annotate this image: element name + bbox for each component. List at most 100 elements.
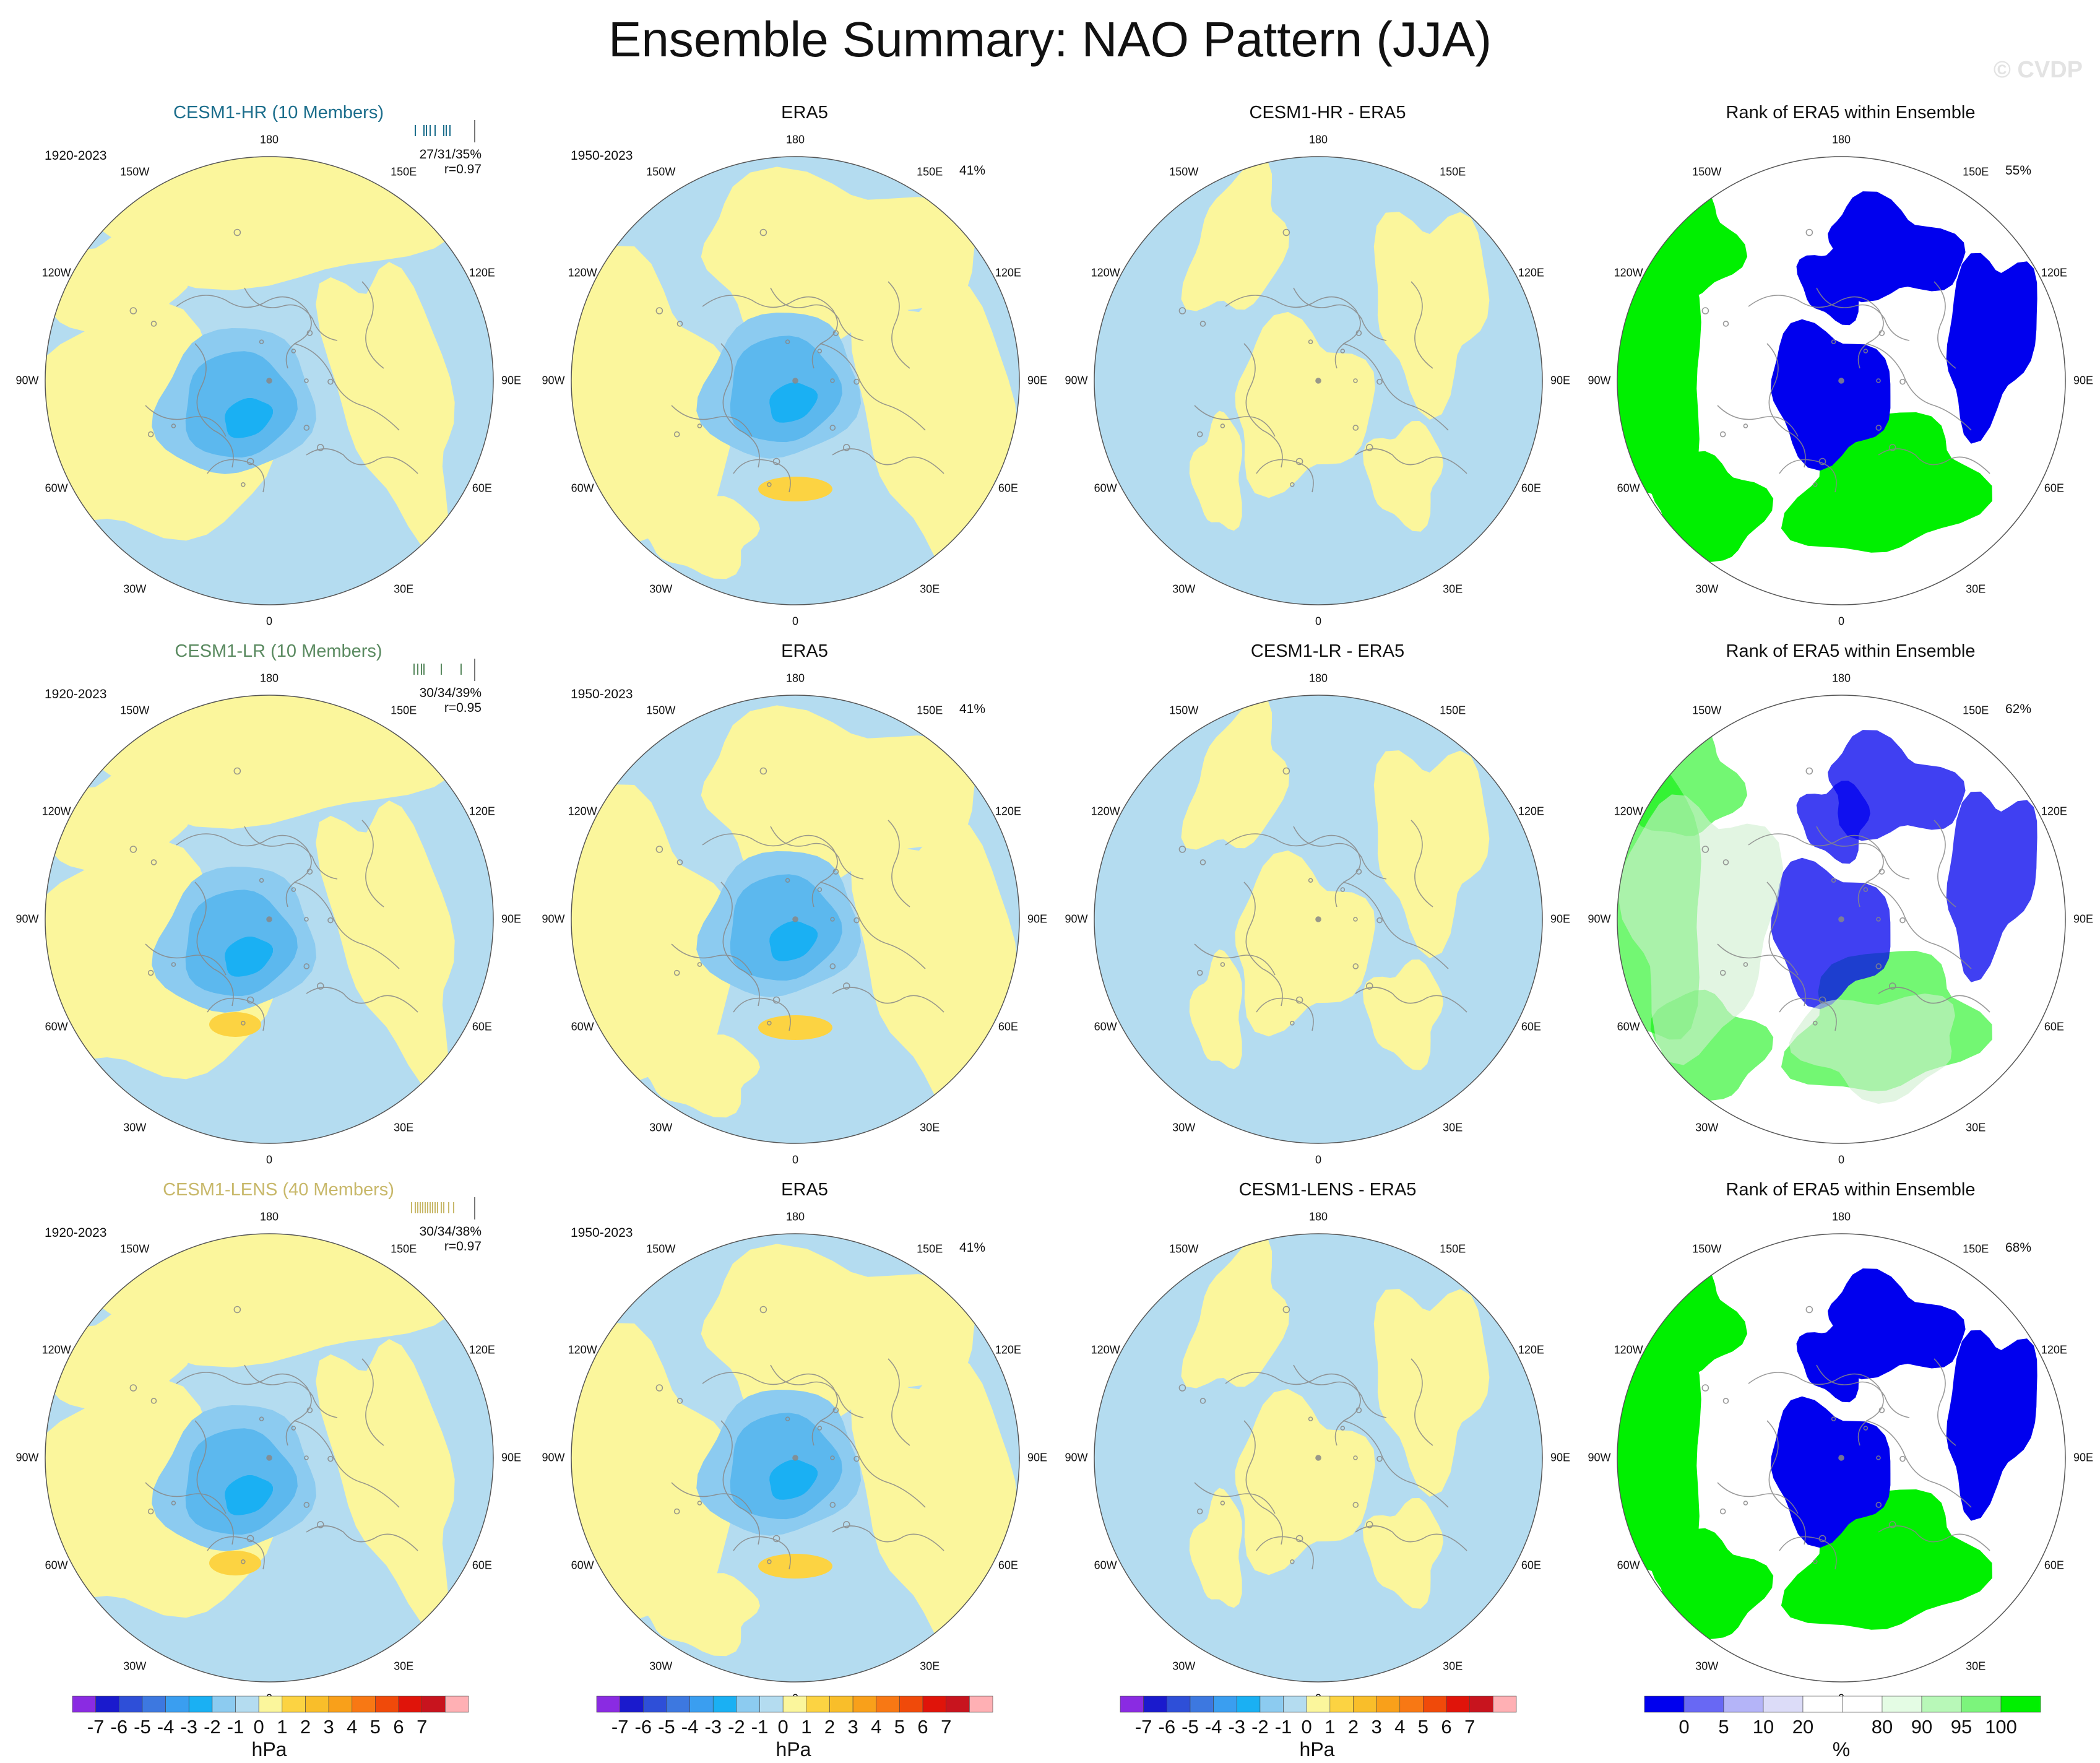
longitude-label: 120W [1614, 805, 1643, 818]
longitude-label: 150E [1963, 1242, 1989, 1255]
colorbar-swatch [876, 1696, 900, 1713]
map-panel-obs-row1: ERA5 1950-2023 41% 180 0 90W 90E 150W 120W 60W 30W… [542, 99, 1047, 656]
map-boundary [571, 1233, 1020, 1683]
longitude-label: 150W [646, 704, 676, 717]
longitude-label: 90W [1588, 912, 1611, 925]
colorbar-swatch [666, 1696, 690, 1713]
variance-percent: 62% [2005, 702, 2032, 716]
rank-blue-region [1946, 1330, 2037, 1521]
longitude-label: 90W [1065, 1451, 1088, 1464]
panel-title: CESM1-HR - ERA5 [1249, 103, 1406, 123]
longitude-label: 150E [1440, 704, 1466, 717]
colorbar-swatch [1213, 1696, 1237, 1713]
longitude-label: 0 [792, 615, 799, 628]
positive-pressure-region [316, 800, 455, 1096]
longitude-label: 90W [15, 374, 39, 387]
colorbar-unit: hPa [1299, 1738, 1335, 1761]
stats-percentages: 27/31/35% [419, 147, 482, 162]
longitude-label: 90E [1027, 912, 1047, 925]
page-title: Ensemble Summary: NAO Pattern (JJA) [608, 12, 1492, 67]
colorbar-tick-label: -6 [110, 1716, 128, 1738]
positive-pressure-contour-2 [209, 1551, 261, 1575]
longitude-label: 120E [2041, 805, 2067, 818]
colorbar-tick-label: 4 [871, 1716, 882, 1738]
map-boundary [45, 1233, 494, 1683]
colorbar-tick-label: 20 [1792, 1716, 1814, 1738]
colorbar-swatch [1446, 1696, 1471, 1713]
colorbar-tick-label: 6 [393, 1716, 404, 1738]
positive-anomaly-region [1235, 311, 1375, 498]
variance-percent: 41% [959, 1241, 986, 1255]
colorbar-swatch [1493, 1696, 1517, 1713]
map-panel-obs-row2: ERA5 1950-2023 41% 180 0 90W 90E 150W 120W 60W 30W… [542, 638, 1047, 1195]
longitude-label: 0 [1315, 615, 1322, 628]
colorbar-swatch [899, 1696, 923, 1713]
colorbar-swatch [352, 1696, 376, 1713]
colorbar-tick-label: -6 [634, 1716, 652, 1738]
panel-title: ERA5 [781, 1180, 828, 1200]
rank-colorbar [1644, 1696, 2041, 1713]
positive-pressure-region [316, 1339, 455, 1634]
colorbar-tick-label: 3 [1371, 1716, 1382, 1738]
colorbar-swatch [1260, 1696, 1284, 1713]
longitude-label: 150W [1692, 1242, 1722, 1255]
colorbar-tick-label: 3 [847, 1716, 858, 1738]
longitude-label: 0 [1315, 1153, 1322, 1166]
longitude-label: 60E [472, 1559, 492, 1572]
colorbar-tick-label: 6 [1441, 1716, 1452, 1738]
colorbar-tick-label: 2 [300, 1716, 311, 1738]
model-stats: 27/31/35% r=0.97 [420, 147, 482, 177]
longitude-label: 60W [45, 1020, 68, 1033]
colorbar-swatch [2000, 1696, 2041, 1713]
map-panel-rank-row2: Rank of ERA5 within Ensemble 62% 180 0 90W 90… [1588, 638, 2093, 1195]
longitude-label: 90E [1027, 374, 1047, 387]
colorbar-swatch [258, 1696, 283, 1713]
positive-anomaly-region [1373, 1289, 1490, 1497]
positive-anomaly-region [1373, 750, 1490, 958]
colorbar-tick-label: 0 [1301, 1716, 1312, 1738]
longitude-label: 180 [259, 1210, 279, 1223]
map-panel-rank-row3: Rank of ERA5 within Ensemble68%180090W90… [1588, 1176, 2093, 1733]
longitude-label: 30W [123, 583, 147, 596]
map-panel-model-row1: CESM1-HR (10 Members) 1920-2023 27/31/35% r… [16, 99, 521, 656]
colorbar-tick-label: -7 [611, 1716, 629, 1738]
longitude-label: 30W [649, 1660, 673, 1673]
positive-anomaly-region [1181, 158, 1290, 311]
colorbar-tick-label: 7 [1464, 1716, 1476, 1738]
longitude-label: 90E [2073, 374, 2093, 387]
polar-map [1094, 695, 1543, 1144]
longitude-label: 150E [1440, 165, 1466, 178]
positive-anomaly-region [1362, 959, 1443, 1070]
colorbar-tick-label: 6 [917, 1716, 928, 1738]
longitude-label: 150W [120, 704, 150, 717]
longitude-label: 60W [571, 482, 594, 495]
colorbar-swatch [95, 1696, 119, 1713]
colorbar-swatch [1190, 1696, 1214, 1713]
colorbar-unit: hPa [776, 1738, 811, 1761]
longitude-label: 60W [571, 1020, 594, 1033]
rank-blue-region [1796, 781, 1870, 864]
polar-map [45, 1233, 494, 1683]
longitude-label: 180 [1831, 672, 1851, 685]
colorbar-swatch [212, 1696, 236, 1713]
colorbar-swatch [829, 1696, 853, 1713]
negative-pressure-contour-4 [225, 937, 273, 977]
longitude-label: 120E [1518, 266, 1544, 279]
longitude-label: 150W [1169, 165, 1199, 178]
colorbar-tick-label: -5 [1182, 1716, 1199, 1738]
longitude-label: 150E [1963, 165, 1989, 178]
map-panel-model-row2: CESM1-LR (10 Members) 1920-2023 30/34/39% r… [16, 638, 521, 1195]
rank-blue-region [1796, 242, 1870, 326]
longitude-label: 30E [1443, 1121, 1463, 1134]
longitude-label: 180 [785, 1210, 805, 1223]
stats-correlation: r=0.95 [444, 701, 482, 715]
longitude-label: 120W [1091, 266, 1120, 279]
longitude-label: 150W [646, 1242, 676, 1255]
longitude-label: 60E [1521, 482, 1541, 495]
hpa-colorbar [1120, 1696, 1517, 1713]
longitude-label: 90W [542, 1451, 565, 1464]
colorbar-tick-label: 4 [347, 1716, 358, 1738]
period-label: 1920-2023 [45, 687, 107, 701]
negative-pressure-contour-4 [769, 383, 818, 423]
longitude-label: 0 [792, 1153, 799, 1166]
